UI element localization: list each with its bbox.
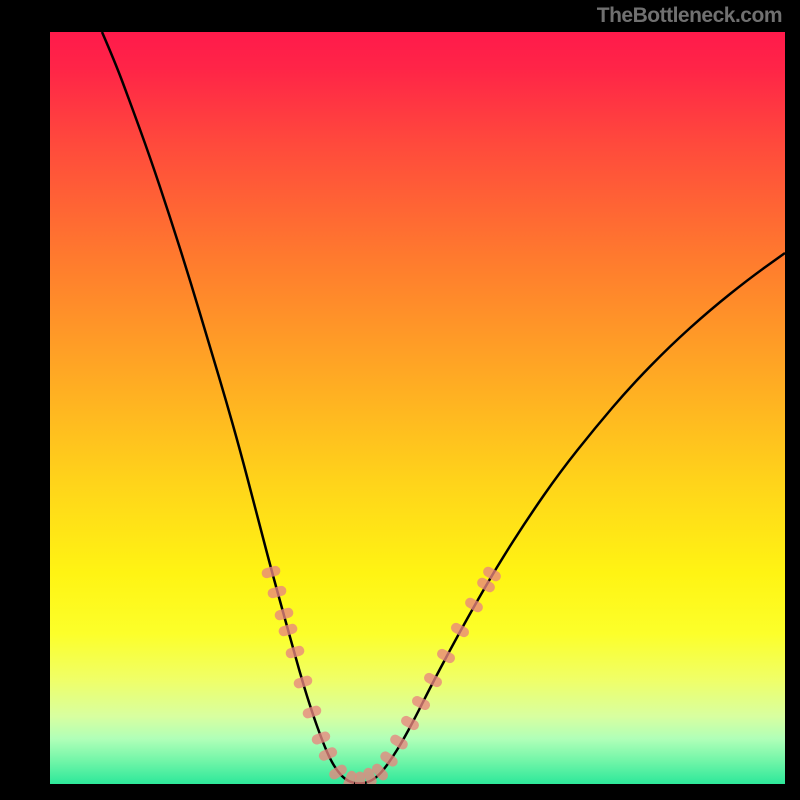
watermark-text: TheBottleneck.com [597,4,782,28]
bottleneck-curve-path [102,32,785,784]
curve-marker [292,674,313,689]
curve-marker [261,565,282,580]
curve-marker [410,694,431,711]
curve-marker [267,585,288,600]
curve-marker [301,704,322,719]
plot-area [50,32,785,784]
bottleneck-curve-svg [50,32,785,784]
marker-group [261,565,503,784]
curve-marker [449,621,470,639]
curve-marker [285,645,306,660]
curve-marker [435,647,456,665]
curve-marker [310,730,331,746]
curve-marker [317,746,338,763]
curve-marker [274,607,295,622]
curve-marker [278,623,299,638]
curve-marker [463,596,484,614]
curve-marker [422,671,443,689]
